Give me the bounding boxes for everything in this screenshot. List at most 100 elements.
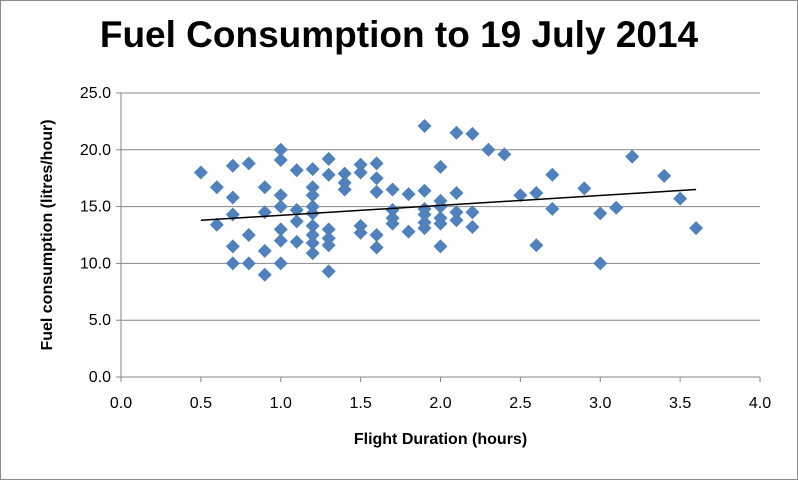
data-point <box>465 220 480 235</box>
data-point <box>321 222 336 237</box>
data-point <box>305 188 320 203</box>
data-point <box>545 167 560 182</box>
data-point <box>625 149 640 164</box>
data-point <box>449 213 464 228</box>
trendline <box>200 188 697 221</box>
data-point <box>321 167 336 182</box>
data-point <box>369 184 384 199</box>
data-point <box>689 221 704 236</box>
data-point <box>449 205 464 220</box>
data-point <box>369 228 384 242</box>
data-point <box>257 267 272 282</box>
y-tick-label: 10.0 <box>80 255 111 272</box>
data-point <box>401 224 416 239</box>
data-point <box>241 228 256 242</box>
data-point <box>417 221 432 236</box>
data-point <box>289 234 304 249</box>
data-point <box>433 199 448 214</box>
data-point <box>529 185 544 200</box>
data-point <box>513 188 528 203</box>
data-point <box>241 256 256 271</box>
data-point <box>273 222 288 237</box>
data-point <box>273 153 288 168</box>
data-point <box>481 142 496 157</box>
data-point <box>225 158 240 173</box>
data-point <box>193 165 208 180</box>
data-point <box>577 181 592 196</box>
y-tick-label: 20.0 <box>80 142 111 159</box>
data-point <box>497 147 512 162</box>
data-point <box>337 166 352 181</box>
data-point <box>273 142 288 157</box>
data-point <box>369 240 384 255</box>
data-point <box>209 180 224 195</box>
data-point <box>225 207 240 222</box>
data-point <box>401 187 416 202</box>
data-point <box>321 151 336 166</box>
data-point <box>433 239 448 254</box>
data-point <box>305 180 320 195</box>
chart-title: Fuel Consumption to 19 July 2014 <box>99 14 699 55</box>
data-point <box>321 238 336 253</box>
data-point <box>305 235 320 250</box>
data-point <box>673 191 688 206</box>
x-tick-label: 1.0 <box>270 395 292 412</box>
data-point <box>449 185 464 200</box>
data-point <box>273 199 288 214</box>
x-tick-label: 2.5 <box>509 395 531 412</box>
x-axis-title: Flight Duration (hours) <box>354 431 527 448</box>
data-point <box>273 188 288 203</box>
y-axis-title: Fuel consumption (litres/hour) <box>39 119 56 350</box>
data-point <box>609 200 624 215</box>
data-point <box>257 243 272 258</box>
data-point <box>305 246 320 261</box>
data-point <box>337 182 352 197</box>
data-point <box>353 157 368 172</box>
y-tick-label: 15.0 <box>80 199 111 216</box>
x-tick-label: 1.5 <box>350 395 372 412</box>
data-point <box>465 205 480 220</box>
data-point <box>273 256 288 271</box>
x-tick-labels: 0.0 0.5 1.0 1.5 2.0 2.5 3.0 3.5 4.0 <box>110 395 771 412</box>
data-point <box>273 233 288 248</box>
data-point <box>241 156 256 171</box>
data-point <box>529 238 544 253</box>
x-tick-label: 4.0 <box>749 395 771 412</box>
data-point <box>305 162 320 177</box>
x-tick-label: 3.0 <box>589 395 611 412</box>
x-tick-label: 3.5 <box>669 395 691 412</box>
data-point <box>593 256 608 271</box>
data-point <box>305 228 320 242</box>
trendline-group <box>200 188 697 221</box>
data-point <box>209 217 224 232</box>
y-tick-labels: 0.0 5.0 10.0 15.0 20.0 25.0 <box>80 85 111 386</box>
data-point <box>321 264 336 279</box>
data-point <box>257 180 272 195</box>
data-point <box>385 216 400 231</box>
data-point <box>385 203 400 218</box>
x-tick-label: 0.0 <box>110 395 132 412</box>
y-tick-label: 25.0 <box>80 85 111 102</box>
data-points <box>193 118 704 282</box>
data-point <box>593 206 608 221</box>
data-point <box>305 218 320 233</box>
data-point <box>353 165 368 180</box>
data-point <box>225 190 240 205</box>
data-point <box>433 159 448 174</box>
data-point <box>289 214 304 229</box>
data-point <box>369 156 384 171</box>
data-point <box>417 183 432 198</box>
x-tick-label: 2.0 <box>429 395 451 412</box>
data-point <box>433 216 448 231</box>
data-point <box>225 256 240 271</box>
axes <box>116 92 761 382</box>
data-point <box>289 163 304 178</box>
data-point <box>449 125 464 140</box>
data-point <box>545 201 560 216</box>
y-tick-label: 0.0 <box>89 369 111 386</box>
y-tick-label: 5.0 <box>89 312 111 329</box>
data-point <box>385 182 400 197</box>
data-point <box>657 168 672 183</box>
